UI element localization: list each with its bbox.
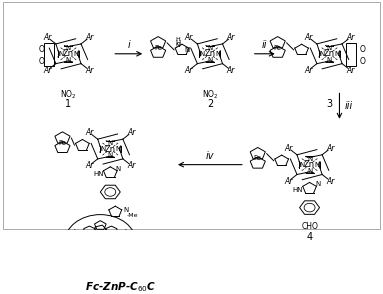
- Text: 3: 3: [326, 99, 332, 109]
- Text: N: N: [116, 166, 121, 171]
- Text: Zn: Zn: [205, 49, 216, 58]
- Text: N: N: [74, 51, 79, 57]
- Text: Ar: Ar: [185, 66, 193, 75]
- Text: Ar: Ar: [127, 128, 136, 137]
- Text: Ar: Ar: [85, 66, 93, 75]
- Text: 4: 4: [306, 232, 313, 242]
- Text: iii: iii: [344, 101, 353, 111]
- Text: O: O: [359, 45, 365, 54]
- Text: Fe: Fe: [154, 44, 162, 51]
- Text: Ar: Ar: [85, 161, 93, 170]
- Text: Ar: Ar: [85, 128, 93, 137]
- Text: NO$_2$: NO$_2$: [201, 88, 218, 101]
- Text: N: N: [200, 51, 205, 57]
- Text: Fe: Fe: [274, 44, 282, 51]
- Text: Ar: Ar: [346, 33, 355, 42]
- Text: Ar: Ar: [43, 33, 52, 42]
- Text: N: N: [300, 162, 304, 168]
- Text: Ar: Ar: [285, 177, 293, 186]
- Text: N: N: [327, 45, 332, 51]
- Text: Fc-ZnP-C$_{60}$C: Fc-ZnP-C$_{60}$C: [85, 280, 156, 294]
- Text: N: N: [334, 51, 340, 57]
- Text: 1: 1: [65, 99, 72, 109]
- Text: HN: HN: [292, 187, 303, 193]
- Text: N: N: [315, 181, 320, 187]
- Text: HN: HN: [93, 171, 103, 177]
- Text: Ar: Ar: [127, 161, 136, 170]
- Text: Fe: Fe: [59, 140, 66, 146]
- Text: CHO: CHO: [301, 222, 318, 230]
- Text: N: N: [108, 152, 113, 158]
- Text: N: N: [307, 168, 312, 174]
- Text: Ar: Ar: [85, 33, 93, 42]
- Text: H
N: H N: [176, 37, 180, 48]
- Text: NO$_2$: NO$_2$: [60, 88, 77, 101]
- Text: iv: iv: [206, 151, 214, 161]
- Text: N: N: [66, 57, 71, 63]
- Text: N: N: [66, 45, 71, 51]
- Text: N: N: [108, 140, 113, 146]
- Text: i: i: [128, 40, 130, 50]
- Text: Zn: Zn: [324, 49, 335, 58]
- Text: Ar: Ar: [227, 33, 235, 42]
- Text: Ar: Ar: [227, 66, 235, 75]
- Text: N: N: [58, 51, 64, 57]
- Text: Fe: Fe: [254, 156, 262, 161]
- Text: N: N: [123, 207, 129, 213]
- Text: Ar: Ar: [43, 66, 52, 75]
- Text: O: O: [359, 57, 365, 66]
- Text: Ar: Ar: [326, 177, 335, 186]
- Text: Ar: Ar: [185, 33, 193, 42]
- Text: N: N: [100, 146, 105, 152]
- Text: Ar: Ar: [285, 144, 293, 153]
- Text: N: N: [184, 47, 189, 53]
- Text: O: O: [39, 45, 44, 54]
- Text: Ar: Ar: [304, 33, 313, 42]
- Text: N: N: [314, 162, 320, 168]
- Text: O: O: [39, 57, 44, 66]
- Text: N: N: [207, 57, 213, 63]
- Text: Zn: Zn: [105, 145, 116, 153]
- Text: H: H: [175, 40, 181, 46]
- Text: N: N: [327, 57, 332, 63]
- Text: Zn: Zn: [63, 49, 74, 58]
- Text: Ar: Ar: [304, 66, 313, 75]
- Text: N: N: [207, 45, 213, 51]
- Text: Ar: Ar: [326, 144, 335, 153]
- Text: ii: ii: [262, 40, 267, 50]
- Text: N: N: [115, 146, 121, 152]
- Text: -Me: -Me: [126, 213, 138, 218]
- Text: N: N: [307, 156, 312, 162]
- Text: N: N: [215, 51, 220, 57]
- Text: Ar: Ar: [346, 66, 355, 75]
- Text: 2: 2: [207, 99, 213, 109]
- Text: Zn: Zn: [304, 160, 315, 169]
- Text: N: N: [319, 51, 324, 57]
